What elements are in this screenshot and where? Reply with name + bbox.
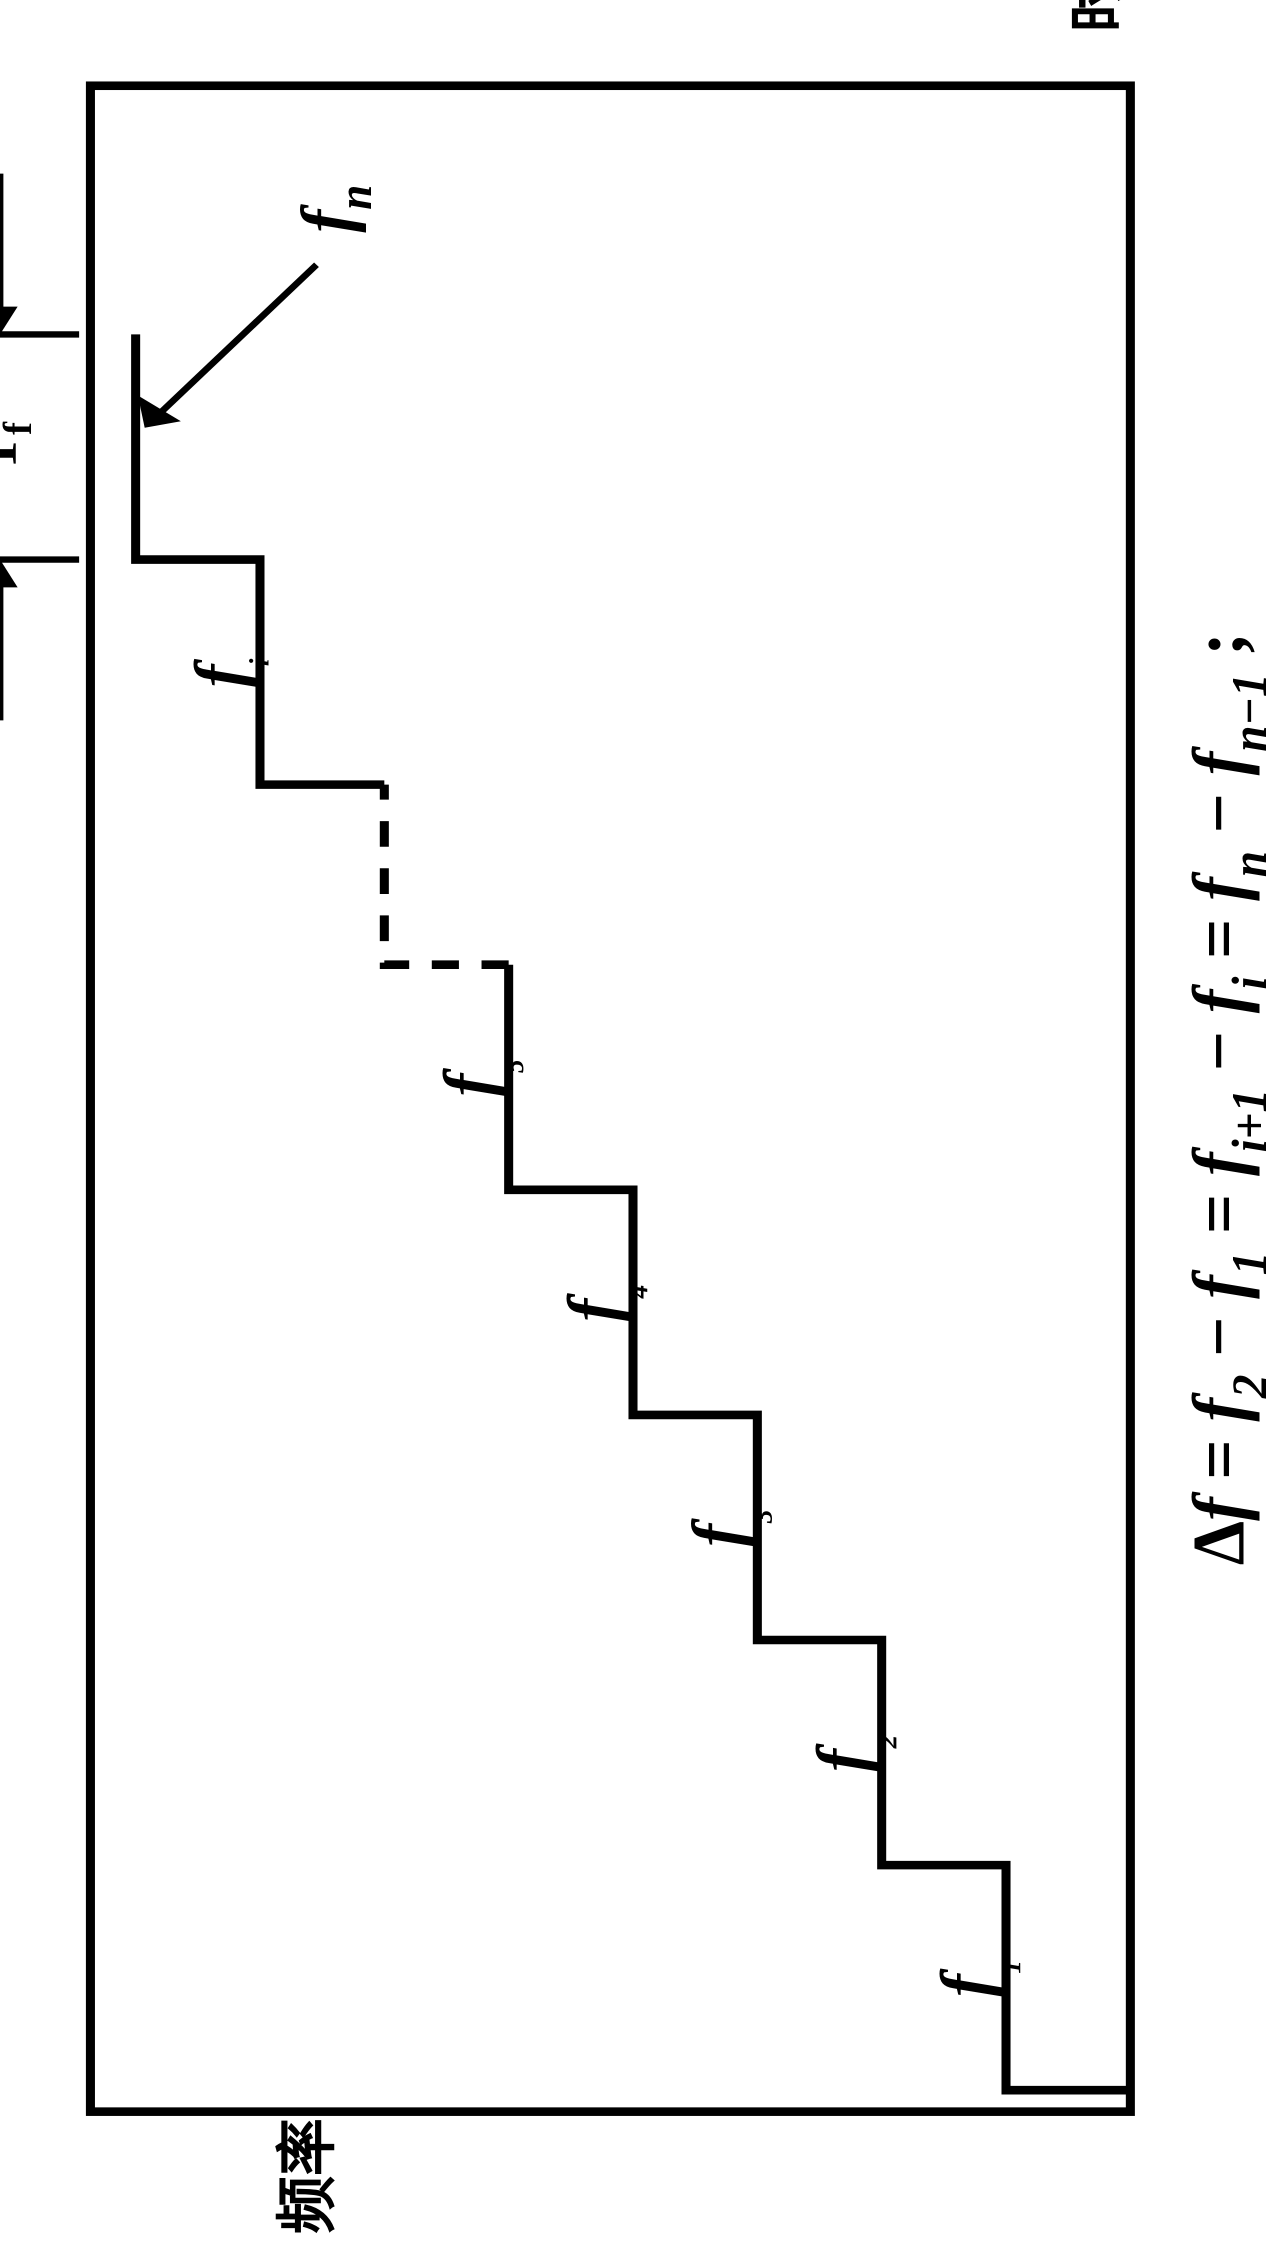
- x-axis-label: 时间: [1065, 0, 1133, 32]
- tf-arrow-right-head: [0, 307, 18, 335]
- stepped-frequency-diagram: 频率时间f₁f₂f₃f₄f₅fᵢTffnΔf = f2 − f1 = fi+1 …: [0, 0, 1266, 2251]
- tf-arrow-left-head: [0, 560, 18, 588]
- fn-label-pointer: fn: [287, 185, 382, 233]
- tf-label: Tf: [0, 421, 41, 472]
- fn-pointer: [156, 265, 317, 417]
- rotated-plot: 频率时间f₁f₂f₃f₄f₅fᵢTffnΔf = f2 − f1 = fi+1 …: [0, 0, 1266, 2234]
- delta-f-formula: Δf = f2 − f1 = fi+1 − fi = fn − fn−1 ;: [1177, 632, 1266, 1565]
- staircase-dashed: [384, 785, 508, 965]
- staircase-solid-1: [509, 965, 1131, 2091]
- plot-frame: [90, 86, 1130, 2112]
- y-axis-label: 频率: [273, 2118, 341, 2234]
